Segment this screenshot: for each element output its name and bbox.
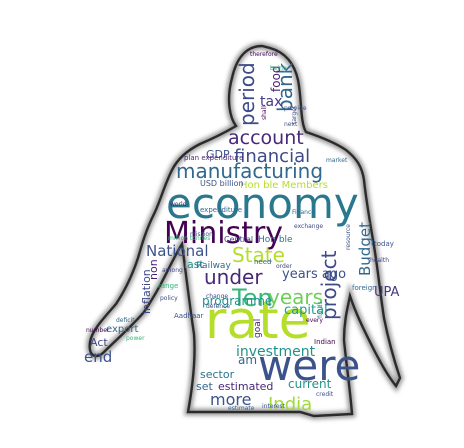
word-end: end [84, 348, 112, 366]
word-export: export [106, 324, 138, 335]
word-central: Central [224, 235, 253, 244]
word-hon-ble-members: Hon ble Members [240, 180, 328, 191]
word-ten: Ten [231, 284, 273, 312]
word-order: order [276, 263, 293, 270]
word-set: set [196, 380, 213, 393]
word-state: State [232, 243, 285, 267]
word-usd-billion: USD billion [200, 179, 244, 188]
word-mission: mission [190, 231, 213, 238]
word-budget: Budget [356, 222, 374, 276]
word-railway: Railway [196, 261, 231, 271]
word-finance: Finance [292, 209, 315, 216]
word-national: National [146, 242, 209, 260]
word-period: period [235, 62, 259, 126]
word-funds: funds [317, 301, 324, 318]
word-rate: rate [205, 291, 311, 351]
word-india: India [268, 394, 312, 415]
word-deficit: deficit [116, 317, 135, 324]
word-therefore: therefore [250, 51, 278, 58]
word-shall: shall [261, 106, 268, 120]
word-target: target [291, 105, 298, 124]
word-number: number [86, 327, 110, 334]
word-programme: programme [202, 294, 272, 308]
word-range: range [158, 282, 178, 290]
word-policy: policy [160, 295, 178, 302]
word-indian: Indian [314, 338, 336, 346]
word-credit: credit [316, 391, 334, 398]
word-expenditure: expenditure [200, 206, 242, 214]
word-resource: resource [345, 224, 352, 250]
word-exchange: exchange [294, 223, 323, 230]
word-financial: financial [234, 146, 310, 167]
word-aadhaar: Aadhaar [174, 312, 204, 320]
word-upa: UPA [374, 285, 400, 300]
word-estimate: estimate [228, 405, 255, 412]
word-were: were [258, 341, 360, 390]
word-power: power [126, 335, 145, 342]
word-ministry: Ministry [164, 216, 283, 251]
word-current: current [288, 377, 332, 391]
person-silhouette-outline [88, 44, 402, 418]
word-project: project [317, 250, 341, 320]
word-tax: tax [260, 94, 282, 110]
word-more: more [210, 390, 251, 409]
word-foreign: foreign [352, 284, 377, 292]
word-years: years [268, 285, 323, 309]
word-hon-ble: Hon ble [258, 235, 293, 245]
word-next: next [284, 121, 298, 128]
word-under: under [204, 265, 263, 289]
word-food: food [269, 65, 283, 92]
word-account: account [228, 127, 304, 149]
word-plan-expenditure: plan expenditure [184, 154, 243, 162]
word-non: non [147, 259, 160, 280]
word-million-tonnes: million tonnes [168, 235, 210, 242]
word-today: today [374, 240, 394, 248]
word-interest: interest [262, 403, 286, 410]
word-years-ago: years ago [282, 267, 346, 282]
word-provide: provide [284, 105, 307, 112]
word-need: need [254, 258, 272, 266]
word-last: last [184, 258, 205, 271]
word-sector: sector [200, 368, 235, 381]
word-economy: economy [166, 179, 359, 228]
word-estimated: estimated [218, 380, 273, 393]
word-every: every [306, 317, 323, 324]
word-manufacturing: manufacturing [176, 159, 323, 183]
word-inflation: inflation [140, 269, 153, 314]
word-gdp: GDP [206, 148, 230, 161]
word-investment: investment [236, 344, 316, 360]
word-bank: bank [273, 62, 297, 112]
word-goal: goal [253, 319, 263, 338]
word-capital: capital [284, 303, 328, 318]
word-change: change [206, 293, 228, 300]
word-market: market [326, 157, 348, 164]
word-health: health [370, 257, 389, 264]
word-act: Act [90, 336, 108, 349]
word-am: am [238, 353, 257, 367]
word-among: among [162, 267, 183, 274]
word-being: being [270, 65, 287, 72]
word-world: world [170, 201, 187, 208]
word-defence: defence [206, 303, 230, 310]
